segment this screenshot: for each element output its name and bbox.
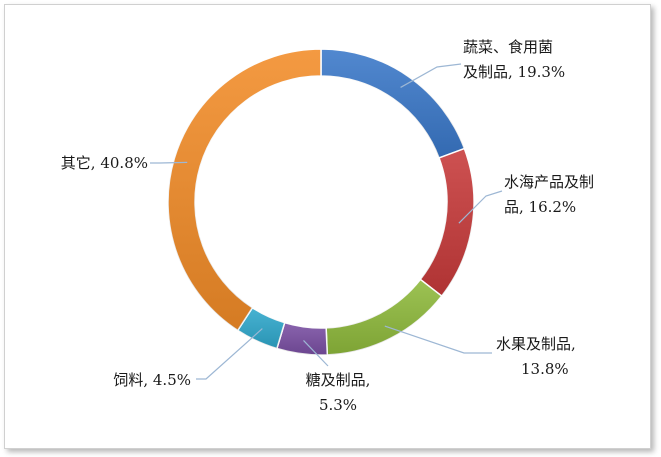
slice-shade-0	[321, 49, 465, 158]
leader-lines	[150, 63, 503, 380]
slice-label-1-line-0: 水海产品及制	[504, 173, 594, 191]
slice-label-0-line-0: 蔬菜、食用菌	[463, 38, 553, 56]
leader-line-1	[458, 190, 503, 224]
slice-label-3-line-0: 糖及制品,	[306, 371, 371, 389]
slice-label-3: 糖及制品, 5.3%	[306, 371, 371, 414]
leader-line-0	[400, 63, 462, 88]
slice-label-5-line-0: 其它, 40.8%	[61, 154, 148, 172]
slice-label-2: 水果及制品, 13.8%	[496, 335, 576, 378]
slice-shade-4	[237, 307, 285, 349]
slice-shade-3	[276, 322, 328, 355]
slice-shade-1	[420, 148, 474, 297]
slice-label-4-line-0: 饲料, 4.5%	[113, 371, 191, 389]
slice-label-4: 饲料, 4.5%	[113, 371, 191, 389]
donut-slices	[167, 48, 475, 356]
chart-frame	[4, 4, 651, 449]
slice-label-1: 水海产品及制品, 16.2%	[504, 173, 594, 216]
slice-label-3-line-1: 5.3%	[319, 396, 357, 414]
leader-line-2	[384, 325, 492, 354]
slice-label-5: 其它, 40.8%	[61, 154, 148, 172]
slice-shade-2	[326, 279, 442, 355]
leader-line-5	[150, 161, 188, 164]
slice-label-0: 蔬菜、食用菌及制品, 19.3%	[463, 38, 565, 81]
slice-label-2-line-1: 13.8%	[521, 360, 569, 378]
slice-label-0-line-1: 及制品, 19.3%	[463, 63, 565, 81]
slice-label-1-line-1: 品, 16.2%	[504, 198, 576, 216]
slice-shade-5	[168, 49, 321, 331]
leader-line-4	[196, 328, 263, 380]
slice-label-2-line-0: 水果及制品,	[496, 335, 576, 353]
slice-labels: 蔬菜、食用菌及制品, 19.3% 水海产品及制品, 16.2% 水果及制品, 13.8…	[61, 38, 594, 414]
leader-line-3	[303, 339, 329, 367]
